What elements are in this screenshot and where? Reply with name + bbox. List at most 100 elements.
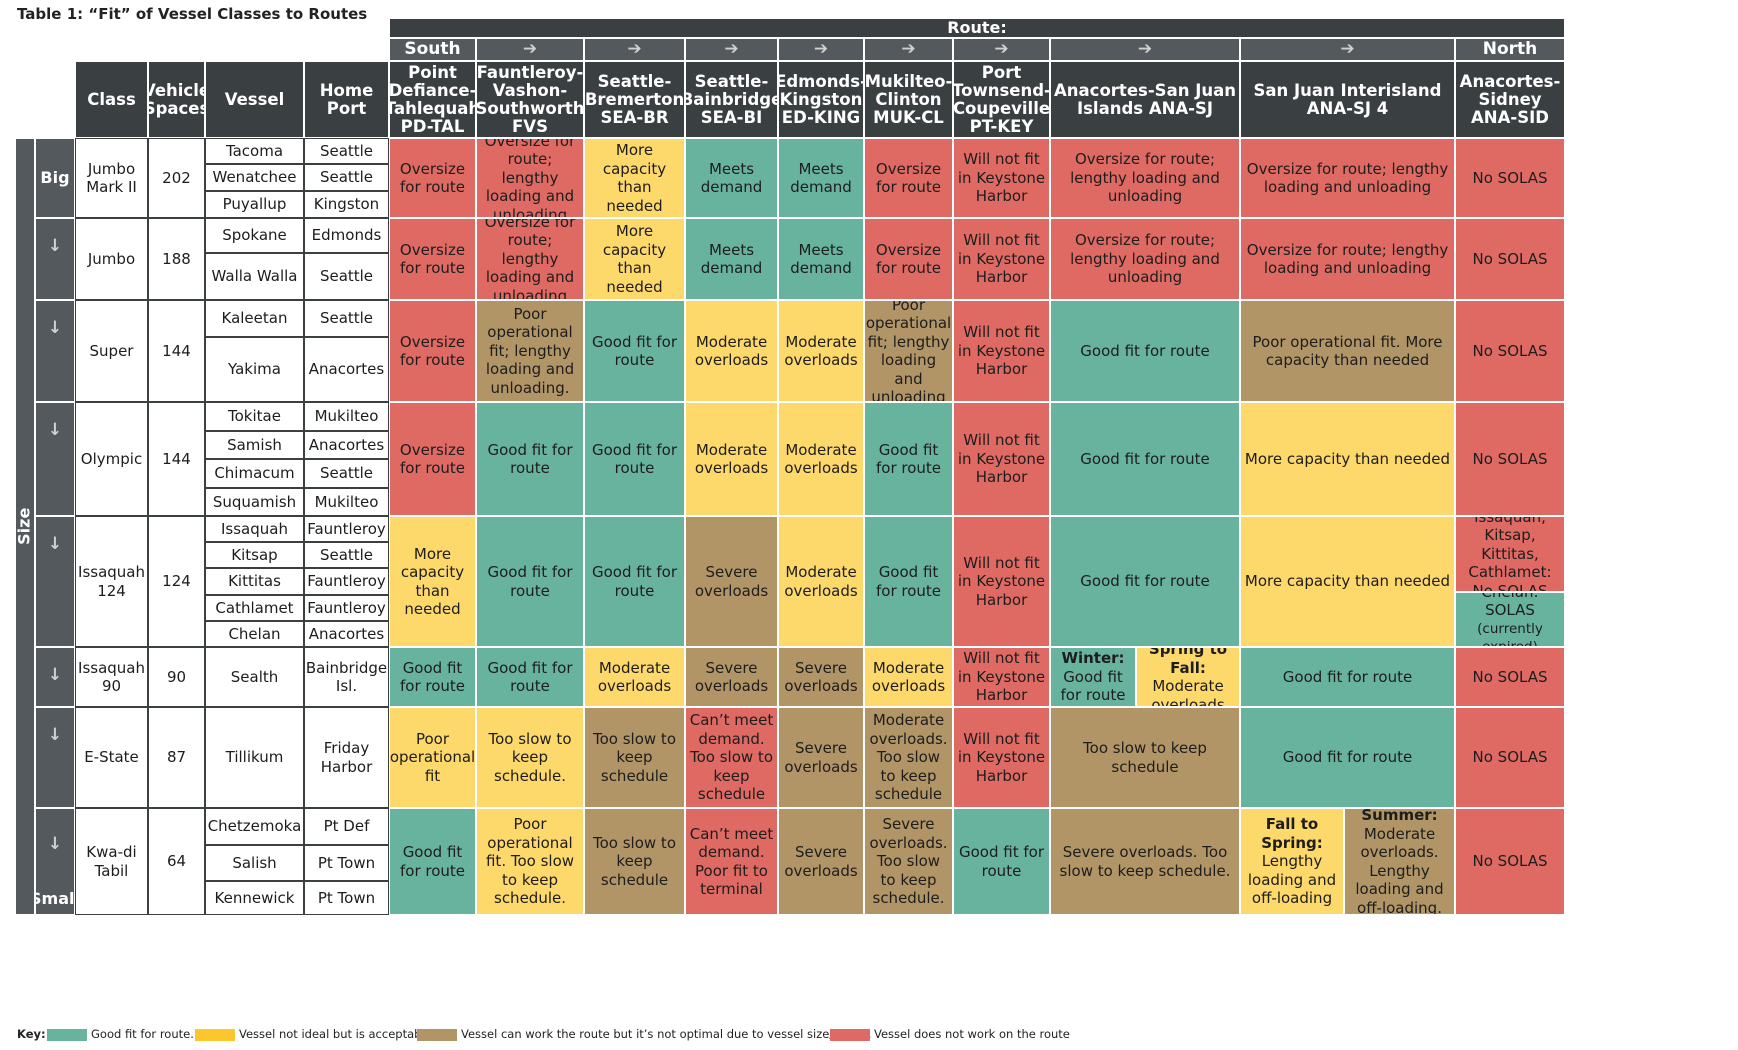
fit-cell: Issaquah, Kitsap, Kittitas, Cathlamet: N… xyxy=(1455,516,1565,592)
class-header-label: Class xyxy=(87,89,136,109)
fit-cell: Moderate overloads xyxy=(685,300,778,402)
fit-text: Issaquah, Kitsap, Kittitas, Cathlamet: N… xyxy=(1468,516,1552,592)
key-text: Vessel does not work on the route xyxy=(874,1027,1070,1041)
home-port-header-label: Home Port xyxy=(319,80,374,118)
size-cell-5: ↓ xyxy=(35,647,75,707)
fit-text: Too slow to keep schedule. xyxy=(488,729,572,785)
class-name: Jumbo xyxy=(87,249,136,268)
right-arrow-icon: ➔ xyxy=(522,39,538,60)
fit-cell: Can’t meet demand. Poor fit to terminal xyxy=(685,808,778,915)
direction-cell-5: ➔ xyxy=(864,38,953,61)
fit-cell: Severe overloads xyxy=(778,707,864,808)
fit-text: Severe overloads. Too slow to keep sched… xyxy=(1059,843,1231,880)
fit-cell: Poor operational fit; lengthy loading an… xyxy=(864,300,953,402)
fit-cell: No SOLAS xyxy=(1455,218,1565,300)
fit-season: Spring to Fall: xyxy=(1148,647,1228,677)
route-name-2: Seattle-Bremerton SEA-BR xyxy=(584,71,685,127)
right-arrow-icon: ➔ xyxy=(813,39,829,60)
fit-text: Too slow to keep schedule xyxy=(593,833,676,889)
route-label: Route: xyxy=(947,18,1007,37)
vessel-name: Wenatchee xyxy=(212,168,297,187)
table-title: Table 1: “Fit” of Vessel Classes to Rout… xyxy=(17,5,368,23)
home-port: Fauntleroy xyxy=(307,572,386,591)
fit-text: Good fit for route xyxy=(487,440,573,478)
route-header-9: Anacortes-Sidney ANA-SID xyxy=(1455,61,1565,138)
fit-cell: Oversize for route; lengthy loading and … xyxy=(1050,138,1240,218)
fit-text: Good fit for route xyxy=(487,658,573,696)
fit-text: Good fit for route xyxy=(399,843,466,880)
vessel-name-cell: Tokitae xyxy=(205,402,304,431)
fit-text: Oversize for route; lengthy loading and … xyxy=(1246,159,1449,197)
class-name-cell: Issaquah 124 xyxy=(75,516,148,647)
fit-text: Too slow to keep schedule xyxy=(593,729,676,785)
class-name: Issaquah 124 xyxy=(78,563,145,600)
fit-text: Oversize for route xyxy=(875,240,942,278)
home-port: Seattle xyxy=(319,464,374,483)
route-name-9: Anacortes-Sidney ANA-SID xyxy=(1459,71,1561,127)
home-port-cell: Anacortes xyxy=(304,621,389,647)
fit-cell: More capacity than needed xyxy=(389,516,476,647)
fit-text: Poor operational fit xyxy=(389,729,476,785)
down-arrow-icon: ↓ xyxy=(47,318,63,338)
size-axis: Size xyxy=(15,138,35,915)
key-text: Good fit for route. xyxy=(91,1027,194,1041)
right-arrow-icon: ➔ xyxy=(1137,39,1153,60)
fit-text: Good fit for route xyxy=(1060,667,1126,705)
class-name-cell: Olympic xyxy=(75,402,148,516)
fit-cell: Oversize for route; lengthy loading and … xyxy=(476,138,584,218)
fit-text: Oversize for route xyxy=(399,332,466,370)
fit-cell: Oversize for route xyxy=(389,300,476,402)
size-cell-6: ↓ xyxy=(35,707,75,808)
vessel-name: Tillikum xyxy=(225,748,284,767)
fit-cell: Good fit for route xyxy=(1050,516,1240,647)
vessel-name: Tacoma xyxy=(225,141,284,160)
class-name-cell: Kwa-di Tabil xyxy=(75,808,148,915)
fit-cell: No SOLAS xyxy=(1455,300,1565,402)
fit-text: Good fit for route xyxy=(592,563,677,600)
fit-text: Moderate overloads. Lengthy loading and … xyxy=(1355,824,1444,915)
vessel-name: Issaquah xyxy=(221,519,288,538)
direction-cell-6: ➔ xyxy=(953,38,1050,61)
home-port: Seattle xyxy=(319,267,374,286)
vessel-name-cell: Kittitas xyxy=(205,568,304,595)
fit-cell: Good fit for route xyxy=(1240,647,1455,707)
home-port: Pt Def xyxy=(323,817,370,836)
home-port: Bainbridge Isl. xyxy=(305,658,388,696)
vehicle-spaces: 64 xyxy=(166,852,187,871)
vessel-name: Kaleetan xyxy=(221,309,288,328)
fit-text: Poor operational fit. Too slow to keep s… xyxy=(485,815,575,908)
home-port: Seattle xyxy=(319,309,374,328)
down-arrow-icon: ↓ xyxy=(47,534,63,554)
size-cell-2: ↓ xyxy=(35,300,75,402)
fit-text: Good fit for route xyxy=(875,440,942,478)
fit-cell: More capacity than needed xyxy=(584,138,685,218)
vessel-name: Chimacum xyxy=(214,464,295,483)
fit-text: Will not fit in Keystone Harbor xyxy=(957,431,1046,487)
right-arrow-icon: ➔ xyxy=(724,39,739,60)
vessel-name: Walla Walla xyxy=(211,267,298,286)
home-port-cell: Seattle xyxy=(304,459,389,488)
fit-cell: Oversize for route; lengthy loading and … xyxy=(1240,218,1455,300)
direction-cell-8: ➔ xyxy=(1240,38,1455,61)
fit-text: Oversize for route xyxy=(399,159,466,197)
right-arrow-icon: ➔ xyxy=(901,39,916,60)
vessel-name-cell: Spokane xyxy=(205,218,304,253)
down-arrow-icon: ↓ xyxy=(47,665,63,685)
fit-text: Poor operational fit. More capacity than… xyxy=(1252,332,1443,370)
fit-text: Moderate overloads xyxy=(694,332,769,370)
fit-text: No SOLAS xyxy=(1472,748,1548,767)
vessel-name-cell: Wenatchee xyxy=(205,164,304,191)
home-port-cell: Seattle xyxy=(304,300,389,337)
fit-cell: Too slow to keep schedule xyxy=(584,707,685,808)
home-port: Pt Town xyxy=(317,888,376,907)
vessel-name: Kittitas xyxy=(228,572,281,591)
direction-cell-1: ➔ xyxy=(476,38,584,61)
north-label: North xyxy=(1482,39,1538,60)
key-swatch xyxy=(47,1029,87,1041)
fit-cell: Good fit for route xyxy=(864,516,953,647)
fit-cell: Winter: Good fit for route xyxy=(1050,647,1136,707)
class-name: Kwa-di Tabil xyxy=(86,843,137,880)
fit-cell: Severe overloads xyxy=(685,647,778,707)
fit-cell: Good fit for route xyxy=(864,402,953,516)
fit-text: No SOLAS xyxy=(1472,667,1548,686)
